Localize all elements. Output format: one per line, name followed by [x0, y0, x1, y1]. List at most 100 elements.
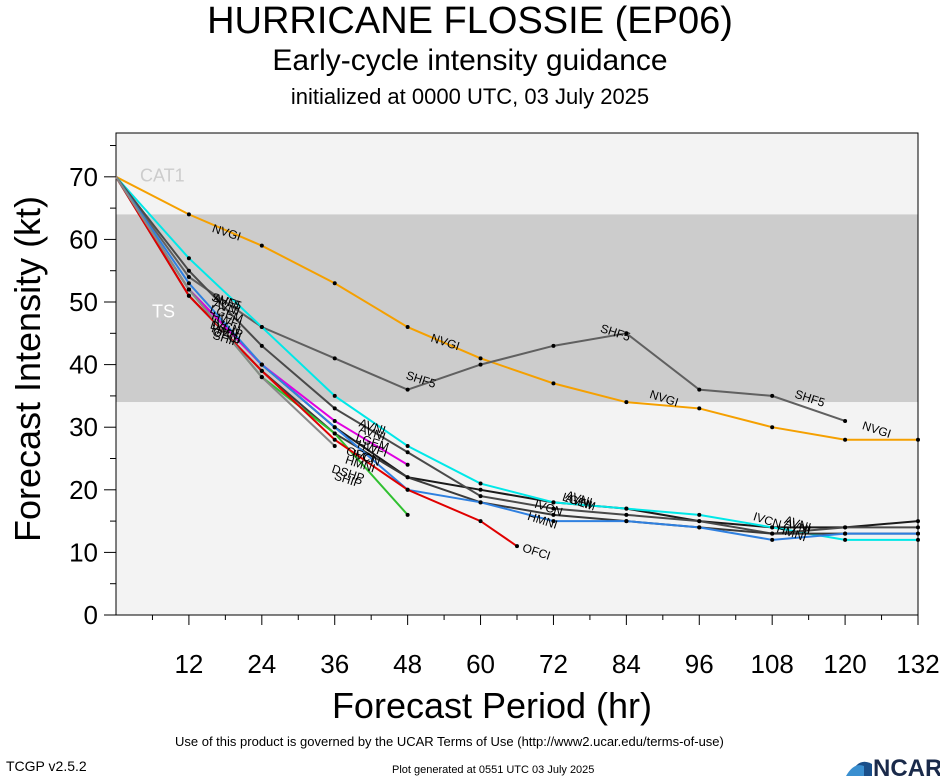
data-point	[843, 537, 848, 542]
data-point	[332, 406, 337, 411]
data-point	[697, 512, 702, 517]
data-point	[843, 525, 848, 530]
data-point	[551, 512, 556, 517]
y-tick-label: 20	[69, 475, 98, 505]
data-point	[259, 325, 264, 330]
data-point	[843, 418, 848, 423]
x-tick-label: 132	[896, 649, 939, 679]
x-tick-label: 48	[393, 649, 422, 679]
x-tick-label: 108	[750, 649, 793, 679]
x-tick-label: 12	[174, 649, 203, 679]
data-point	[551, 381, 556, 386]
y-tick-label: 70	[69, 162, 98, 192]
data-point	[916, 519, 920, 524]
y-tick-label: 0	[84, 600, 98, 630]
data-point	[405, 443, 410, 448]
data-point	[624, 519, 629, 524]
ncar-logo-text: NCAR	[873, 755, 940, 780]
data-point	[770, 531, 775, 536]
data-point	[478, 362, 483, 367]
generated-time: Plot generated at 0551 UTC 03 July 2025	[392, 764, 595, 776]
data-point	[478, 481, 483, 486]
data-point	[259, 362, 264, 367]
data-point	[697, 387, 702, 392]
data-point	[332, 437, 337, 442]
data-point	[624, 400, 629, 405]
intensity-band	[116, 133, 918, 215]
y-tick-label: 40	[69, 350, 98, 380]
data-point	[478, 500, 483, 505]
data-point	[916, 437, 920, 442]
x-tick-label: 84	[612, 649, 641, 679]
data-point	[186, 287, 191, 292]
data-point	[405, 487, 410, 492]
data-point	[186, 274, 191, 279]
y-axis-label: Forecast Intensity (kt)	[7, 196, 48, 542]
terms-of-use-note: Use of this product is governed by the U…	[175, 734, 724, 749]
data-point	[551, 519, 556, 524]
data-point	[697, 406, 702, 411]
version-label: TCGP v2.5.2	[6, 758, 87, 774]
x-tick-label: 120	[823, 649, 866, 679]
series-line	[115, 176, 918, 541]
data-point	[259, 343, 264, 348]
data-point	[332, 425, 337, 430]
data-point	[332, 356, 337, 361]
data-point	[843, 531, 848, 536]
data-point	[916, 531, 920, 536]
band-label: TS	[152, 301, 175, 321]
series-line	[115, 175, 918, 441]
data-point	[259, 243, 264, 248]
data-point	[186, 212, 191, 217]
y-tick-label: 60	[69, 224, 98, 254]
data-point	[405, 462, 410, 467]
series-line	[115, 176, 918, 541]
data-point	[259, 368, 264, 373]
data-point	[405, 387, 410, 392]
x-tick-label: 72	[539, 649, 568, 679]
data-point	[332, 281, 337, 286]
data-point	[186, 281, 191, 286]
data-point	[478, 356, 483, 361]
data-point	[405, 475, 410, 480]
data-point	[624, 506, 629, 511]
x-tick-label: 96	[685, 649, 714, 679]
data-point	[916, 537, 920, 542]
data-point	[551, 506, 556, 511]
data-point	[478, 519, 483, 524]
data-point	[332, 443, 337, 448]
data-point	[697, 519, 702, 524]
data-point	[259, 375, 264, 380]
x-axis-label: Forecast Period (hr)	[332, 685, 652, 726]
data-point	[770, 525, 775, 530]
ncar-logo: NCAR	[846, 755, 940, 780]
x-tick-label: 24	[247, 649, 276, 679]
data-point	[478, 494, 483, 499]
data-point	[697, 525, 702, 530]
data-point	[551, 500, 556, 505]
chart-title: HURRICANE FLOSSIE (EP06)	[207, 0, 733, 42]
y-tick-label: 30	[69, 412, 98, 442]
data-point	[186, 268, 191, 273]
chart-subtitle: Early-cycle intensity guidance	[272, 44, 668, 77]
y-tick-label: 10	[69, 537, 98, 567]
y-tick-label: 50	[69, 287, 98, 317]
init-time-label: initialized at 0000 UTC, 03 July 2025	[290, 84, 650, 109]
band-label: CAT1	[140, 165, 185, 185]
data-point	[186, 256, 191, 261]
data-point	[770, 537, 775, 542]
data-point	[332, 393, 337, 398]
data-point	[332, 418, 337, 423]
x-tick-label: 60	[466, 649, 495, 679]
data-point	[770, 425, 775, 430]
series-line	[115, 176, 336, 447]
data-point	[624, 512, 629, 517]
series-line	[115, 176, 918, 535]
ncar-logo-mark-icon	[846, 761, 872, 776]
data-point	[770, 393, 775, 398]
data-point	[478, 487, 483, 492]
data-point	[515, 544, 519, 549]
data-point	[405, 450, 410, 455]
